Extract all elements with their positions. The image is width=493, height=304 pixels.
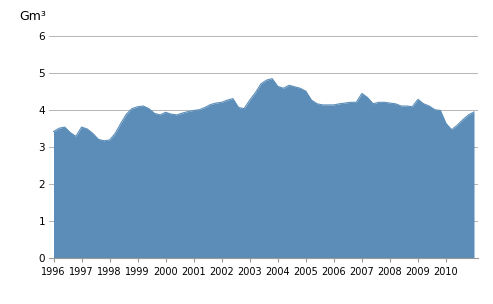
Text: Gm³: Gm³ bbox=[19, 10, 46, 23]
